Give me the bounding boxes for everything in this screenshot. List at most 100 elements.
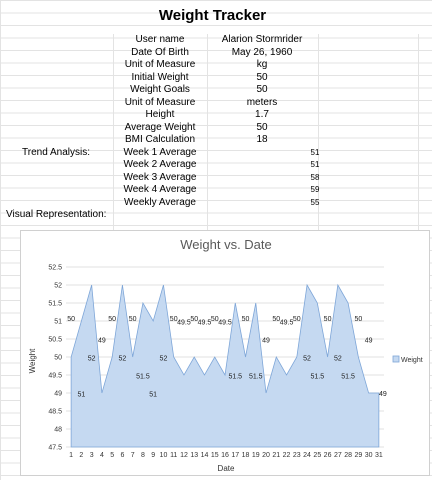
data-labels: 5051524950525051.551525049.55049.55049.5… — [67, 316, 387, 399]
info-label[interactable]: Unit of Measure — [124, 96, 196, 108]
info-value[interactable]: May 26, 1960 — [231, 46, 293, 58]
info-label[interactable]: Date Of Birth — [131, 46, 189, 58]
trend-label[interactable]: Weekly Average — [124, 196, 196, 208]
x-tick-label: 16 — [221, 452, 229, 459]
x-axis-ticks: 1 2 3 4 5 6 7 8 9 10 11 12 13 14 15 16 17 18 19 20 21 22 23 24 2… — [69, 452, 383, 459]
info-label[interactable]: Height — [145, 109, 175, 120]
data-label: 50 — [67, 316, 75, 323]
data-label: 50 — [272, 316, 280, 323]
info-label[interactable]: User name — [135, 34, 185, 45]
y-tick-label: 52.5 — [48, 265, 62, 272]
info-value[interactable]: 1.7 — [255, 109, 269, 120]
data-label: 50 — [190, 316, 198, 323]
trend-value[interactable]: 51 — [310, 160, 320, 169]
data-label: 51.5 — [341, 374, 355, 381]
data-label: 52 — [88, 356, 96, 363]
x-tick-label: 25 — [313, 452, 321, 459]
weight-chart[interactable]: Weight vs. Date 47.5 48 48.5 49 49.5 50 50.5 51… — [20, 230, 430, 476]
trend-value[interactable]: 55 — [310, 197, 320, 207]
sheet-title[interactable]: Weight Tracker — [158, 7, 267, 24]
x-tick-label: 3 — [90, 452, 94, 459]
trend-label[interactable]: Week 3 Average — [123, 171, 197, 183]
x-tick-label: 22 — [283, 452, 291, 459]
info-value[interactable]: 50 — [256, 84, 268, 95]
info-row: Initial Weight 50 — [0, 72, 432, 85]
data-label: 49.5 — [177, 320, 191, 327]
y-tick-label: 47.5 — [48, 445, 62, 452]
data-label: 52 — [303, 356, 311, 363]
info-value[interactable]: meters — [246, 96, 278, 108]
trend-value[interactable]: 51 — [310, 147, 320, 157]
legend-entry-weight: Weight — [401, 357, 423, 364]
x-tick-label: 9 — [151, 452, 155, 459]
x-axis-label: Date — [218, 464, 235, 473]
x-tick-label: 17 — [231, 452, 239, 459]
x-tick-label: 24 — [303, 452, 311, 459]
x-tick-label: 12 — [180, 452, 188, 459]
info-label[interactable]: Initial Weight — [131, 71, 189, 83]
trend-analysis-label[interactable]: Trend Analysis: — [22, 146, 90, 158]
column-divider — [207, 34, 208, 230]
y-tick-label: 49 — [54, 391, 62, 398]
y-tick-label: 48 — [54, 427, 62, 434]
y-tick-label: 48.5 — [48, 409, 62, 416]
trend-row: Weekly Average 55 — [0, 197, 432, 210]
data-label: 50 — [129, 316, 137, 323]
x-tick-label: 29 — [354, 452, 362, 459]
weight-chart-svg: Weight vs. Date 47.54848.54949.55050.551… — [28, 237, 423, 473]
chart-title: Weight vs. Date — [180, 237, 272, 252]
data-label: 52 — [160, 356, 168, 363]
trend-value[interactable]: 58 — [310, 172, 320, 182]
x-tick-label: 6 — [120, 452, 124, 459]
trend-value[interactable]: 59 — [310, 185, 320, 194]
info-label[interactable]: Weight Goals — [130, 84, 190, 95]
x-tick-label: 4 — [100, 452, 104, 459]
data-label: 51.5 — [136, 374, 150, 381]
column-divider — [318, 34, 319, 230]
y-tick-label: 50 — [54, 355, 62, 362]
trend-label[interactable]: Week 1 Average — [123, 146, 197, 158]
x-tick-label: 10 — [160, 452, 168, 459]
info-value[interactable]: 18 — [256, 134, 268, 145]
info-label[interactable]: Unit of Measure — [124, 59, 196, 70]
data-label: 49.5 — [198, 320, 212, 327]
x-tick-label: 11 — [170, 452, 177, 459]
data-label: 50 — [242, 316, 250, 323]
x-tick-label: 27 — [334, 452, 342, 459]
info-label[interactable]: BMI Calculation — [124, 134, 196, 145]
data-label: 51 — [149, 392, 157, 399]
data-label: 49 — [365, 338, 373, 345]
column-divider — [113, 34, 114, 230]
info-row: Unit of Measure kg — [0, 59, 432, 72]
trend-label[interactable]: Week 4 Average — [123, 184, 197, 195]
x-tick-label: 20 — [262, 452, 270, 459]
visual-representation-label[interactable]: Visual Representation: — [6, 209, 107, 220]
data-label: 50 — [211, 316, 219, 323]
info-row: Weight Goals 50 — [0, 84, 432, 97]
x-tick-label: 8 — [141, 452, 145, 459]
trend-row: Week 2 Average 51 — [0, 159, 432, 172]
info-label[interactable]: Average Weight — [124, 121, 196, 133]
x-tick-label: 1 — [69, 452, 73, 459]
info-value[interactable]: 50 — [256, 121, 268, 133]
info-value[interactable]: 50 — [256, 71, 268, 83]
data-label: 49.5 — [218, 320, 232, 327]
x-tick-label: 28 — [344, 452, 352, 459]
x-tick-label: 26 — [324, 452, 332, 459]
data-label: 50 — [108, 316, 116, 323]
weight-area-series — [70, 283, 380, 448]
trend-label[interactable]: Week 2 Average — [123, 159, 197, 170]
visual-row: Visual Representation: — [0, 209, 432, 222]
data-label: 51.5 — [228, 374, 242, 381]
data-label: 49.5 — [280, 320, 294, 327]
trend-row: Trend Analysis: Week 1 Average 51 — [0, 147, 432, 160]
y-tick-label: 50.5 — [48, 337, 62, 344]
x-tick-label: 19 — [252, 452, 260, 459]
column-divider — [418, 34, 419, 230]
data-label: 50 — [324, 316, 332, 323]
y-tick-label: 52 — [54, 283, 62, 290]
x-tick-label: 5 — [110, 452, 114, 459]
data-label: 52 — [119, 356, 127, 363]
info-value[interactable]: kg — [256, 59, 268, 70]
info-value[interactable]: Alarion Stormrider — [221, 34, 303, 45]
